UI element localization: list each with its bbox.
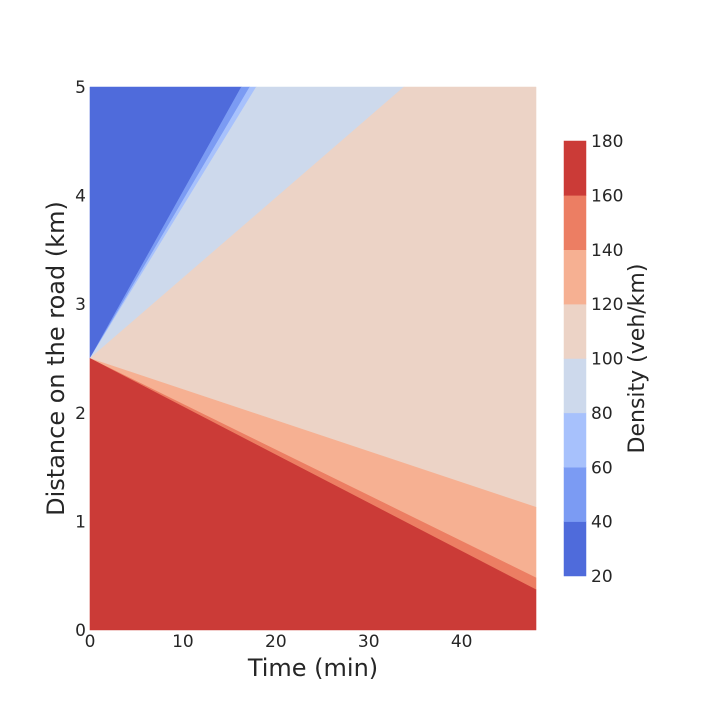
- colorbar-ticks: 20 40 60 80 100 120 140 160 180: [591, 132, 623, 587]
- x-tick-label: 20: [265, 632, 287, 652]
- colorbar-tick-label: 40: [591, 513, 613, 533]
- colorbar-segment-140-160: [563, 195, 587, 250]
- colorbar-label: Density (veh/km): [625, 264, 650, 454]
- y-tick-label: 1: [75, 512, 86, 532]
- colorbar-segment-20-40: [563, 521, 587, 577]
- colorbar-segment-100-120: [563, 303, 587, 359]
- x-axis: 0 10 20 30 40: [85, 632, 473, 652]
- y-tick-label: 5: [75, 78, 86, 98]
- x-tick-label: 10: [172, 632, 194, 652]
- y-tick-label: 0: [75, 621, 86, 641]
- colorbar-tick-label: 120: [591, 295, 623, 315]
- colorbar-tick-label: 80: [591, 404, 613, 424]
- y-tick-label: 2: [75, 404, 86, 424]
- x-tick-label: 40: [451, 632, 473, 652]
- colorbar-tick-label: 20: [591, 567, 613, 587]
- colorbar-segment-160-180: [563, 140, 587, 196]
- x-tick-label: 0: [85, 632, 96, 652]
- colorbar: [563, 140, 587, 577]
- colorbar-segment-40-60: [563, 467, 587, 522]
- y-axis: 0 1 2 3 4 5: [75, 78, 86, 641]
- x-axis-label: Time (min): [247, 654, 378, 682]
- colorbar-tick-label: 140: [591, 241, 623, 261]
- colorbar-tick-label: 60: [591, 458, 613, 478]
- plot-area: [89, 86, 537, 631]
- y-tick-label: 4: [75, 187, 86, 207]
- colorbar-segment-120-140: [563, 249, 587, 305]
- colorbar-tick-label: 160: [591, 186, 623, 206]
- colorbar-segment-60-80: [563, 412, 587, 468]
- density-region-160-180: [89, 358, 537, 631]
- y-tick-label: 3: [75, 295, 86, 315]
- x-tick-label: 30: [358, 632, 380, 652]
- colorbar-tick-label: 100: [591, 350, 623, 370]
- colorbar-tick-label: 180: [591, 132, 623, 152]
- colorbar-segment-80-100: [563, 358, 587, 414]
- y-axis-label: Distance on the road (km): [42, 201, 70, 516]
